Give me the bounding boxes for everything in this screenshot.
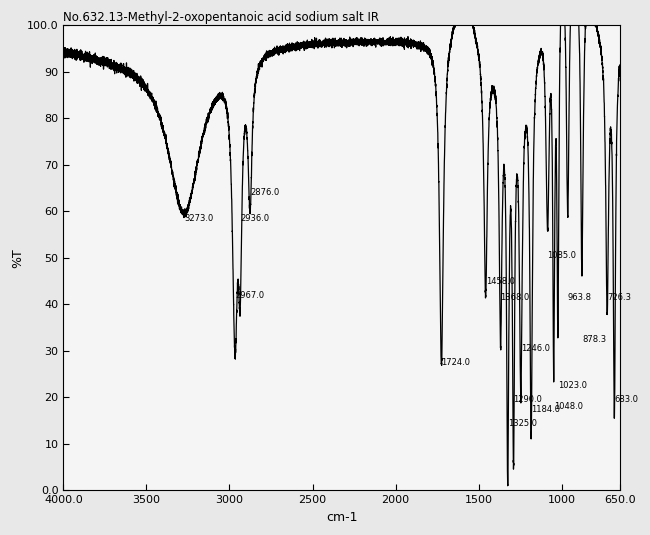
Text: 3273.0: 3273.0 [184, 214, 213, 223]
Text: 1724.0: 1724.0 [441, 358, 471, 367]
Text: 1246.0: 1246.0 [521, 344, 550, 353]
Text: 1184.0: 1184.0 [531, 404, 560, 414]
Text: 726.3: 726.3 [607, 293, 631, 302]
Text: 2876.0: 2876.0 [250, 188, 280, 197]
Text: 878.3: 878.3 [582, 335, 606, 344]
Text: 963.8: 963.8 [567, 293, 592, 302]
Y-axis label: %T: %T [11, 248, 24, 268]
Text: 2936.0: 2936.0 [240, 214, 269, 223]
Text: 2967.0: 2967.0 [235, 291, 264, 300]
Text: 1458.0: 1458.0 [486, 277, 515, 286]
Text: 1085.0: 1085.0 [547, 251, 577, 260]
Text: 1368.0: 1368.0 [500, 293, 530, 302]
Text: No.632.13-Methyl-2-oxopentanoic acid sodium salt IR: No.632.13-Methyl-2-oxopentanoic acid sod… [64, 11, 380, 24]
X-axis label: cm-1: cm-1 [326, 511, 358, 524]
Text: 1023.0: 1023.0 [558, 381, 587, 391]
Text: 1290.0: 1290.0 [514, 395, 542, 404]
Text: 683.0: 683.0 [614, 395, 638, 404]
Text: 1048.0: 1048.0 [554, 402, 583, 411]
Text: 1325.0: 1325.0 [508, 419, 537, 427]
